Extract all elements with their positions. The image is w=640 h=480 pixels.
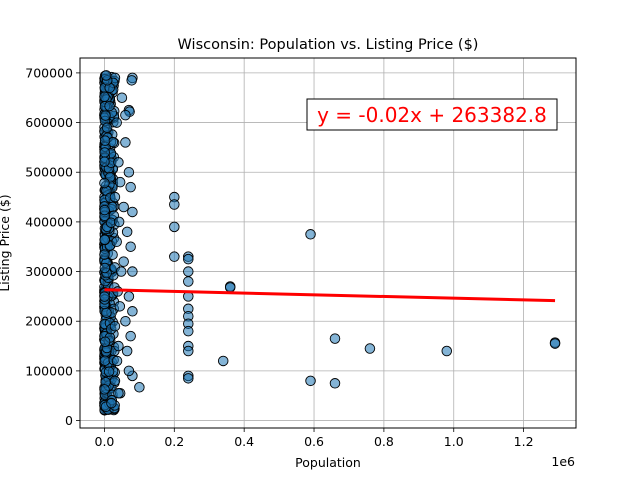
scatter-point [113, 157, 124, 168]
scatter-point [115, 266, 127, 277]
scatter-point [118, 201, 129, 213]
x-tick-label: 0.8 [374, 434, 394, 449]
scatter-points [99, 70, 561, 416]
y-axis-ticks: 0 100000 200000 300000 400000 500000 600000 700… [25, 65, 80, 428]
scatter-point [169, 221, 180, 233]
x-axis-ticks: 0.0 0.2 0.4 0.6 0.8 1.0 1.2 [95, 428, 534, 449]
scatter-point [125, 330, 136, 342]
x-tick-label: 0.2 [164, 434, 184, 449]
scatter-point [101, 307, 112, 318]
scatter-point [111, 355, 123, 367]
scatter-point [120, 109, 131, 121]
scatter-point [329, 333, 341, 344]
scatter-point [99, 262, 111, 274]
scatter-point [99, 355, 111, 366]
scatter-point [123, 166, 135, 178]
scatter-point [99, 177, 110, 189]
scatter-point [99, 249, 110, 260]
regression-equation-box: y = -0.02x + 263382.8 [306, 98, 558, 131]
scatter-point [99, 135, 111, 146]
y-tick-label: 100000 [25, 363, 73, 378]
y-axis-label: Listing Price ($) [0, 194, 12, 291]
x-axis-label: Population [295, 455, 361, 470]
scatter-point [121, 226, 133, 238]
scatter-point [125, 181, 136, 193]
scatter-point [125, 241, 136, 252]
scatter-point [99, 336, 111, 347]
scatter-point [126, 75, 137, 86]
scatter-point [99, 384, 110, 395]
scatter-point [183, 266, 194, 277]
scatter-point [113, 216, 125, 228]
scatter-point [127, 206, 138, 218]
scatter-point [123, 365, 135, 377]
scatter-point [113, 387, 124, 399]
y-tick-label: 200000 [25, 314, 73, 329]
scatter-point [106, 397, 117, 409]
scatter-point [111, 236, 122, 248]
scatter-point [183, 253, 194, 265]
scatter-point [183, 325, 194, 337]
scatter-point [113, 340, 124, 352]
scatter-point [104, 100, 115, 112]
scatter-point [121, 345, 133, 357]
x-tick-label: 0.4 [234, 434, 254, 449]
scatter-point [100, 70, 112, 81]
scatter-point [99, 234, 110, 245]
scatter-point [99, 156, 110, 167]
chart-title: Wisconsin: Population vs. Listing Price … [178, 37, 479, 53]
scatter-point [305, 375, 316, 387]
scatter-point [109, 320, 121, 332]
scatter-point [100, 110, 111, 121]
y-tick-label: 0 [65, 413, 73, 428]
x-tick-label: 1.0 [444, 434, 464, 449]
scatter-point [183, 276, 194, 287]
y-tick-label: 500000 [25, 165, 73, 180]
scatter-point [120, 315, 131, 327]
scatter-point [99, 147, 110, 158]
scatter-point [111, 117, 122, 128]
scatter-point [329, 378, 341, 389]
scatter-point [114, 301, 126, 312]
scatter-point [99, 291, 110, 302]
scatter-point [109, 375, 121, 387]
regression-line [104, 288, 556, 303]
scatter-point [169, 199, 180, 210]
plot-frame [79, 57, 577, 429]
scatter-point [123, 291, 135, 302]
scatter-point [549, 338, 561, 349]
y-tick-label: 300000 [25, 264, 73, 279]
scatter-point [120, 137, 131, 148]
scatter-point [217, 355, 229, 367]
scatter-point [224, 282, 236, 293]
y-tick-label: 400000 [25, 214, 73, 229]
x-tick-label: 0.0 [95, 434, 115, 449]
scatter-point [127, 306, 138, 317]
scatter-point [118, 256, 129, 267]
scatter-point [109, 191, 121, 203]
regression-equation: y = -0.02x + 263382.8 [317, 103, 547, 127]
scatter-point [441, 345, 453, 357]
x-tick-label: 0.6 [304, 434, 324, 449]
scatter-point [99, 91, 110, 102]
scatter-point [134, 382, 145, 393]
x-axis-offset-label: 1e6 [551, 454, 575, 469]
scatter-point [183, 345, 194, 357]
scatter-point [364, 343, 376, 354]
x-tick-label: 1.2 [514, 434, 534, 449]
regression-line-group [104, 288, 556, 303]
scatter-point [114, 176, 126, 188]
scatter-point [116, 92, 128, 103]
scatter-point [305, 229, 316, 240]
scatter-point [99, 204, 110, 216]
scatter-point [127, 266, 138, 277]
y-tick-label: 700000 [25, 65, 73, 80]
scatter-point [103, 366, 115, 377]
scatter-point [169, 251, 180, 262]
y-tick-label: 600000 [25, 115, 73, 130]
scatter-point [101, 122, 113, 134]
scatter-point [183, 373, 194, 384]
